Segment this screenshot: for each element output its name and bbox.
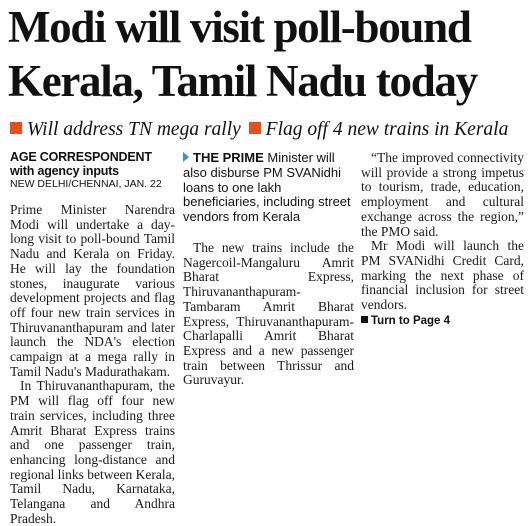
headline: Modi will visit poll-bound Kerala, Tamil…	[8, 0, 528, 108]
body-paragraph: Mr Modi will launch the PM SVANidhi Cred…	[361, 238, 524, 313]
deck-item-rally: Will address TN mega rally	[10, 119, 241, 140]
deck-row: Will address TN mega rally Flag off 4 ne…	[10, 118, 526, 142]
column-1: AGE CORRESPONDENT with agency inputs NEW…	[10, 150, 175, 526]
column-3: “The improved connectivity will provide …	[361, 150, 524, 329]
jump-text: Turn to Page 4	[371, 314, 451, 327]
headline-line-2: Kerala, Tamil Nadu today	[8, 56, 478, 106]
sidebar-text: Minister will also disburse PM SVANidhi …	[183, 150, 351, 225]
body-paragraph: In Thiruvananthapuram, the PM will flag …	[10, 378, 175, 526]
dateline: NEW DELHI/CHENNAI, JAN. 22	[10, 178, 162, 190]
deck-text: Will address TN mega rally	[27, 119, 241, 140]
sidebar-lead: THE PRIME Minister will also disburse PM…	[183, 150, 354, 225]
byline-author: AGE CORRESPONDENT	[10, 150, 152, 164]
sidebar-kicker: THE PRIME	[193, 150, 264, 165]
body-paragraph: “The improved connectivity will provide …	[361, 150, 524, 239]
square-bullet-icon	[248, 122, 261, 134]
body-paragraph: Prime Minister Narendra Modi will undert…	[10, 202, 175, 379]
jump-line[interactable]: Turn to Page 4	[361, 314, 524, 329]
column-2: THE PRIME Minister will also disburse PM…	[183, 150, 354, 388]
deck-text: Flag off 4 new trains in Kerala	[265, 119, 509, 140]
square-bullet-icon	[10, 122, 22, 134]
triangle-bullet-icon	[183, 152, 189, 162]
deck-item-trains: Flag off 4 new trains in Kerala	[248, 119, 509, 140]
headline-line-1: Modi will visit poll-bound	[8, 2, 472, 52]
square-bullet-icon	[361, 315, 368, 323]
body-paragraph: The new trains include the Nagercoil-Man…	[183, 239, 354, 388]
byline-inputs: with agency inputs	[10, 163, 119, 178]
